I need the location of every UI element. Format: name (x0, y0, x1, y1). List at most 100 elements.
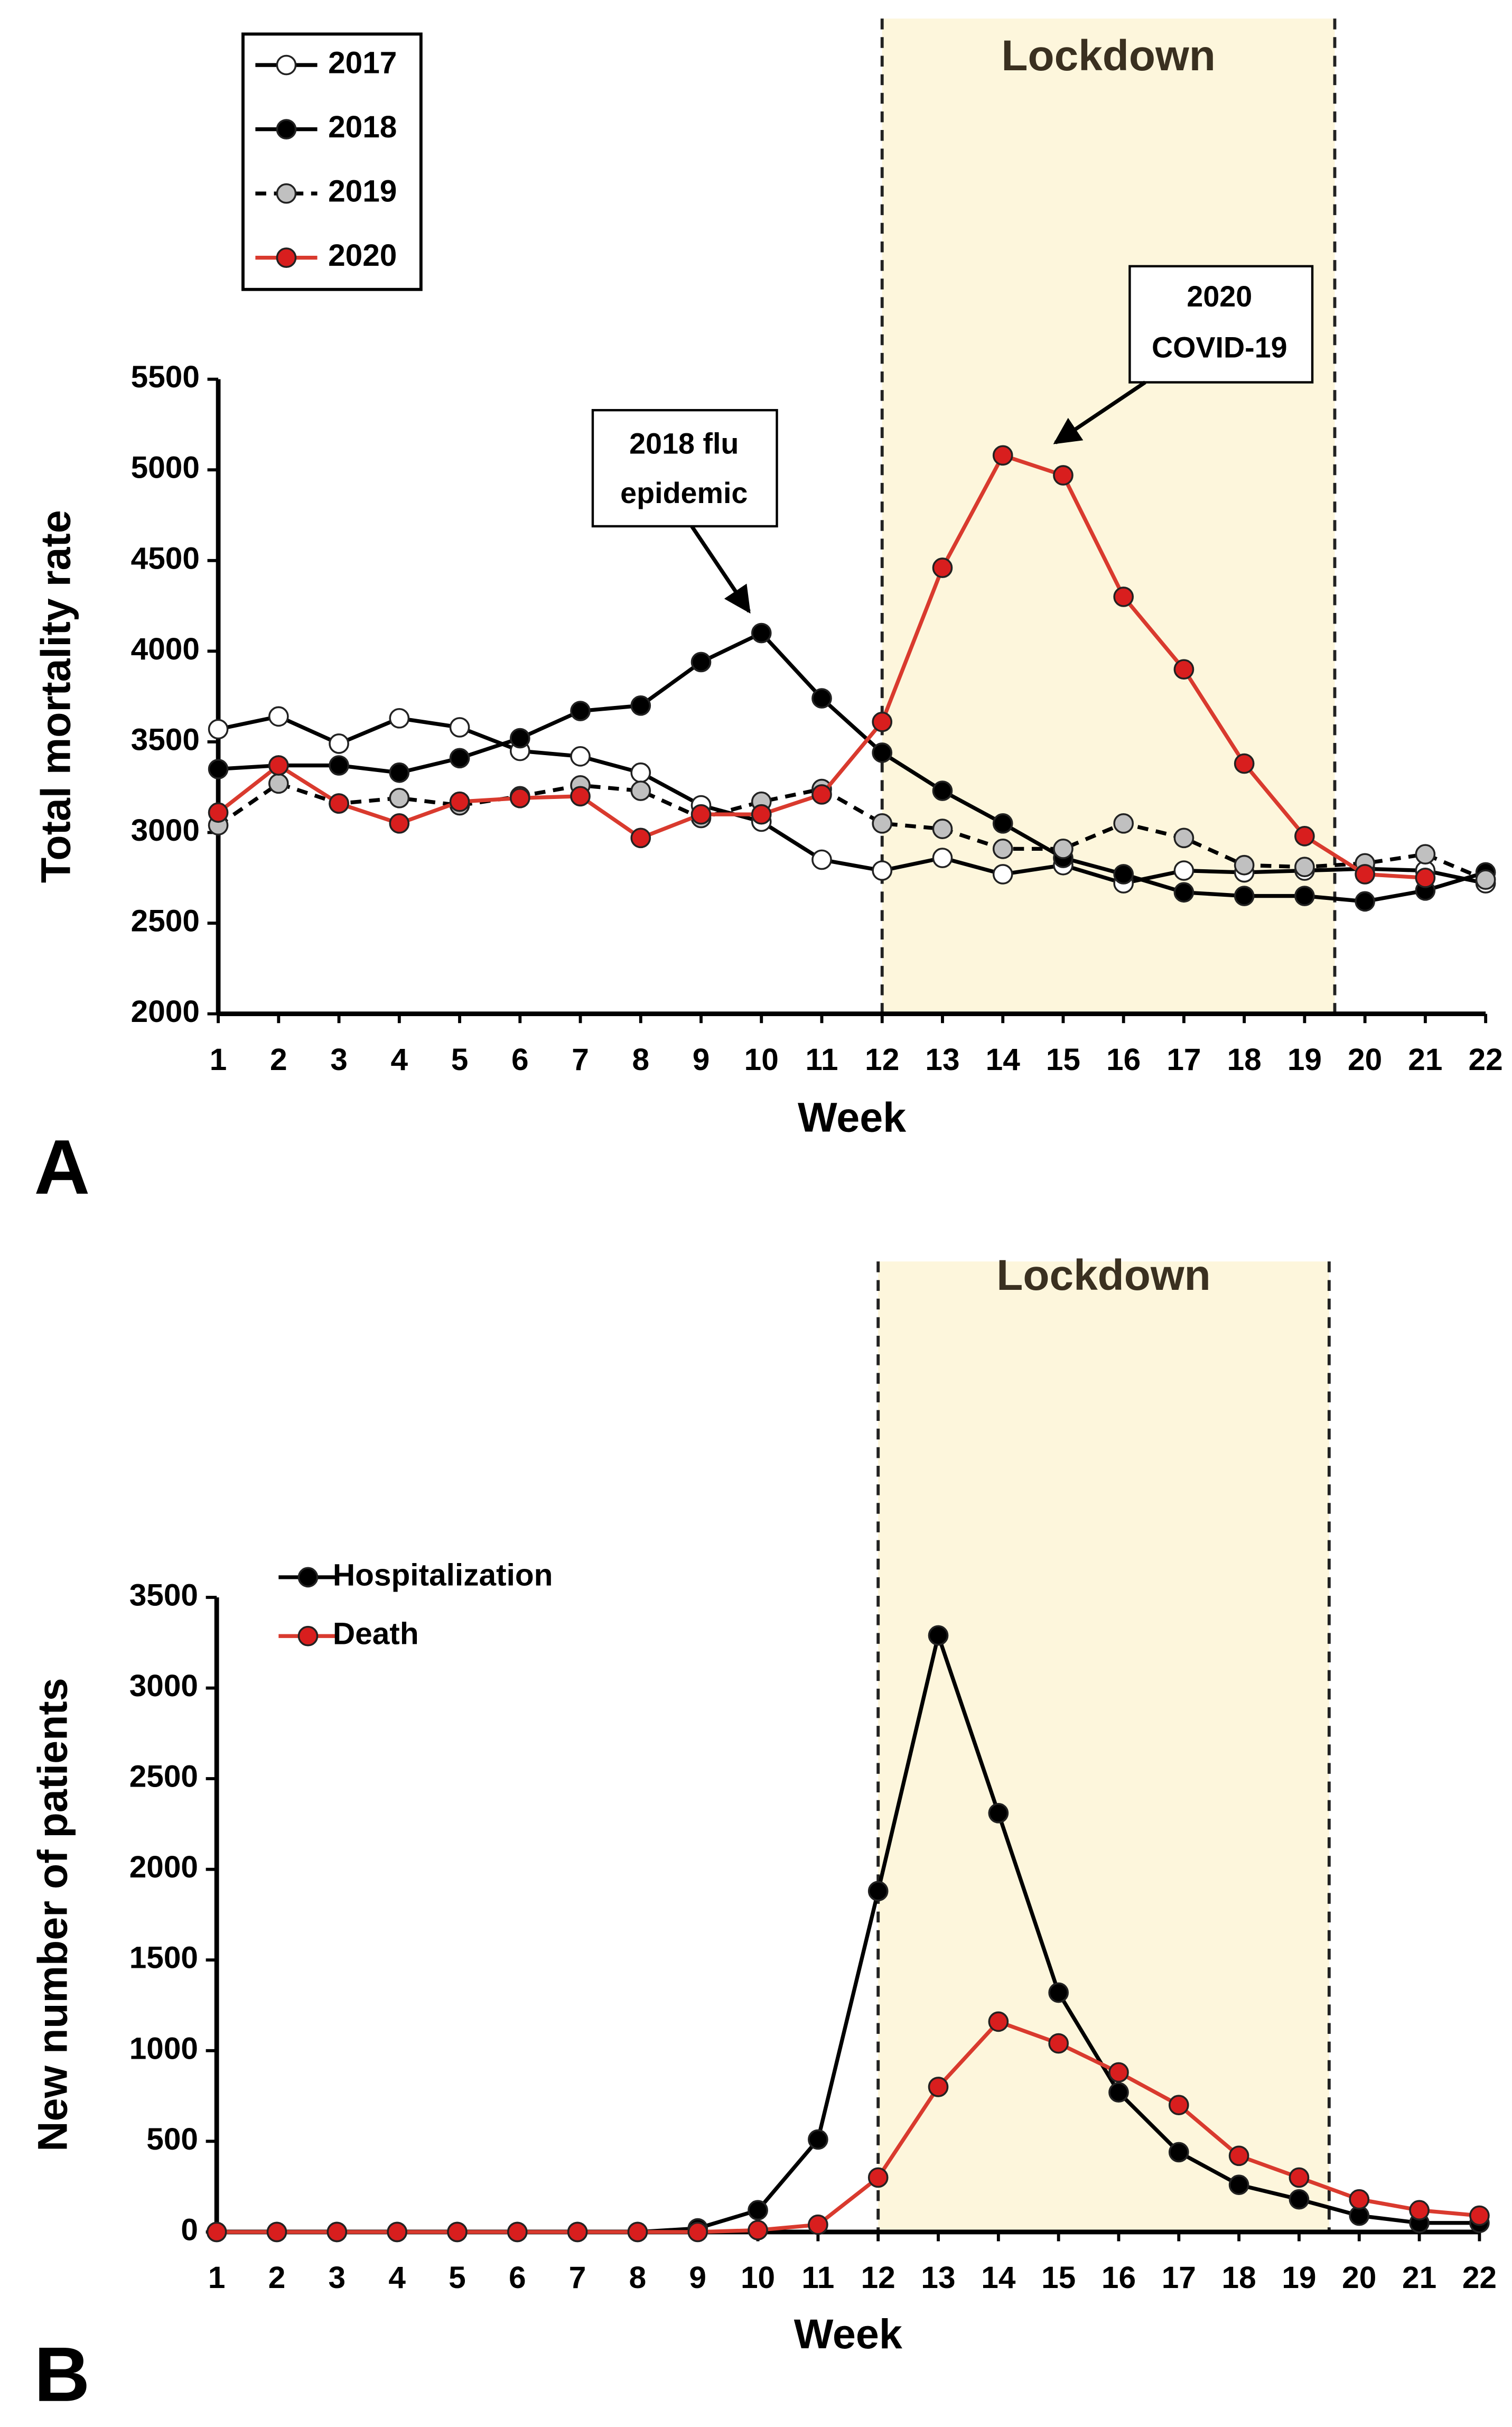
lockdown-label: Lockdown (1001, 32, 1215, 80)
legend-marker (297, 1567, 319, 1588)
data-point (751, 804, 772, 825)
y-tick-label: 0 (181, 2212, 198, 2247)
data-point (1173, 659, 1194, 680)
y-tick-label: 2500 (129, 1760, 198, 1794)
data-point (811, 784, 832, 805)
x-tick-label: 13 (921, 2261, 955, 2295)
x-tick-label: 10 (741, 2261, 775, 2295)
x-tick-label: 22 (1469, 1043, 1503, 1077)
data-point (268, 755, 289, 776)
data-point (928, 2077, 949, 2097)
x-tick-label: 14 (981, 2261, 1016, 2295)
legend-marker (276, 247, 297, 268)
legend-label: Hospitalization (333, 1558, 553, 1592)
data-point (627, 2221, 648, 2243)
x-axis-title: Week (798, 1094, 907, 1141)
data-point (206, 2221, 227, 2243)
data-point (1108, 2062, 1129, 2083)
data-point (1289, 2189, 1310, 2210)
x-tick-label: 3 (329, 2261, 346, 2295)
data-point (872, 742, 893, 763)
data-point (1475, 869, 1496, 890)
data-point (630, 695, 651, 716)
x-tick-label: 4 (391, 1043, 408, 1077)
data-point (1228, 2145, 1249, 2166)
x-tick-label: 22 (1462, 2261, 1497, 2295)
lockdown-label: Lockdown (996, 1251, 1210, 1299)
y-tick-label: 5500 (131, 360, 200, 394)
x-tick-label: 10 (744, 1043, 779, 1077)
y-tick-label: 3500 (131, 722, 200, 757)
data-point (208, 759, 229, 779)
chart-panel: Lockdown 2000 2500 3000 3500 4000 4500 5000 5500… (32, 18, 1503, 1211)
y-tick-label: 2000 (131, 994, 200, 1029)
y-axis-title: Total mortality rate (32, 510, 79, 883)
data-point (509, 728, 530, 749)
lockdown-shade (882, 18, 1335, 1014)
x-tick-label: 15 (1041, 2261, 1076, 2295)
data-point (509, 787, 530, 808)
x-tick-label: 14 (986, 1043, 1021, 1077)
data-point (570, 701, 591, 721)
data-point (687, 2221, 708, 2243)
data-point (1409, 2200, 1430, 2221)
data-point (1173, 860, 1194, 881)
y-tick-label: 500 (146, 2122, 198, 2156)
x-tick-label: 18 (1222, 2261, 1256, 2295)
data-point (808, 2129, 828, 2150)
x-tick-label: 19 (1287, 1043, 1322, 1077)
legend-label: Death (333, 1617, 419, 1651)
data-point (932, 848, 953, 868)
x-tick-label: 5 (449, 2261, 466, 2295)
x-tick-label: 11 (806, 1043, 838, 1077)
x-tick-label: 7 (572, 1043, 589, 1077)
x-tick-label: 21 (1402, 2261, 1436, 2295)
data-point (748, 2200, 768, 2221)
data-point (690, 804, 712, 825)
annotation-text: epidemic (620, 477, 748, 509)
data-point (507, 2221, 528, 2243)
data-point (567, 2221, 588, 2243)
data-point (867, 1881, 889, 1902)
data-point (630, 827, 651, 849)
data-point (1113, 587, 1134, 607)
x-tick-label: 18 (1227, 1043, 1262, 1077)
data-point (872, 813, 893, 834)
data-point (266, 2221, 287, 2243)
data-point (1048, 2033, 1069, 2054)
x-tick-label: 2 (268, 2261, 286, 2295)
data-point (932, 819, 953, 839)
series-line (217, 781, 1487, 882)
data-point (1355, 891, 1375, 912)
data-point (1294, 826, 1315, 847)
annotation-text: 2018 flu (629, 427, 739, 460)
x-tick-label: 13 (925, 1043, 959, 1077)
data-point (988, 2011, 1009, 2032)
data-point (1108, 2082, 1129, 2103)
x-tick-label: 8 (629, 2261, 647, 2295)
data-point (1173, 882, 1194, 903)
data-point (387, 2221, 407, 2243)
x-tick-label: 15 (1046, 1043, 1080, 1077)
y-tick-label: 4000 (131, 632, 200, 666)
data-point (326, 2221, 348, 2243)
x-tick-label: 6 (511, 1043, 529, 1077)
data-point (389, 813, 410, 834)
x-tick-label: 8 (632, 1043, 649, 1077)
legend-marker (297, 1625, 319, 1647)
y-tick-label: 1000 (129, 2031, 198, 2066)
x-tick-label: 11 (801, 2261, 834, 2295)
data-point (208, 719, 229, 740)
data-point (872, 860, 893, 881)
data-point (1294, 857, 1315, 878)
y-tick-label: 2500 (131, 904, 200, 938)
data-point (329, 733, 349, 754)
x-tick-label: 9 (689, 2261, 706, 2295)
data-point (630, 780, 651, 801)
data-point (1355, 864, 1375, 885)
annotation-box (591, 409, 778, 528)
annotation-text: COVID-19 (1152, 331, 1287, 364)
data-point (1289, 2167, 1310, 2188)
legend-marker (276, 119, 297, 140)
